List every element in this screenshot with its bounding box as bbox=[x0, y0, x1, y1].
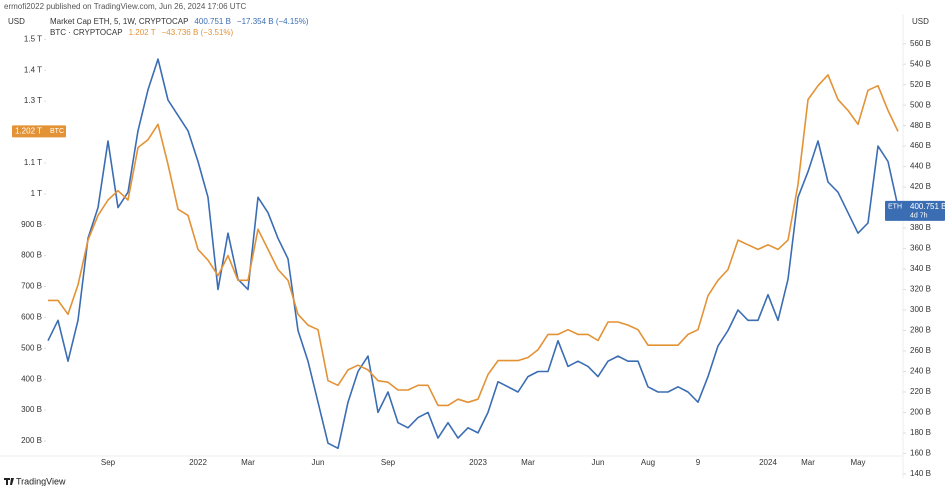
y2-tick-label: 420 B bbox=[910, 182, 931, 191]
y-tick-label: 1 T bbox=[31, 189, 43, 198]
y2-tick-label: 200 B bbox=[910, 408, 931, 417]
right-axis-label: USD bbox=[912, 17, 929, 26]
y2-tick-label: 220 B bbox=[910, 387, 931, 396]
legend-title: BTC · CRYPTOCAP bbox=[50, 28, 123, 37]
legend-change: −43.736 B (−3.51%) bbox=[162, 28, 234, 37]
y-tick-label: 400 B bbox=[21, 374, 42, 383]
series-line bbox=[48, 74, 899, 407]
legend-title: Market Cap ETH, 5, 1W, CRYPTOCAP bbox=[50, 17, 188, 26]
y-tick-label: 900 B bbox=[21, 220, 42, 229]
y2-tick-label: 380 B bbox=[910, 223, 931, 232]
y2-tick-label: 460 B bbox=[910, 141, 931, 150]
y2-tick-label: 300 B bbox=[910, 305, 931, 314]
price-tag-name: ETH bbox=[888, 204, 902, 211]
y-tick-label: 200 B bbox=[21, 436, 42, 445]
header: ermofi2022 published on TradingView.com,… bbox=[4, 2, 246, 11]
y2-tick-label: 180 B bbox=[910, 428, 931, 437]
x-tick-label: Mar bbox=[241, 458, 255, 467]
y2-tick-label: 480 B bbox=[910, 121, 931, 130]
y2-tick-label: 360 B bbox=[910, 244, 931, 253]
x-tick-label: 9 bbox=[696, 458, 701, 467]
y2-tick-label: 240 B bbox=[910, 367, 931, 376]
left-axis-label: USD bbox=[8, 17, 25, 26]
y-tick-label: 800 B bbox=[21, 251, 42, 260]
price-tag-value: 400.751 B bbox=[910, 202, 946, 211]
y-tick-label: 700 B bbox=[21, 282, 42, 291]
y2-tick-label: 560 B bbox=[910, 39, 931, 48]
y-tick-label: 600 B bbox=[21, 312, 42, 321]
x-tick-label: 2024 bbox=[759, 458, 777, 467]
y2-tick-label: 440 B bbox=[910, 162, 931, 171]
y2-tick-label: 140 B bbox=[910, 469, 931, 478]
x-tick-label: Aug bbox=[641, 458, 655, 467]
x-tick-label: May bbox=[850, 458, 865, 467]
x-tick-label: Jun bbox=[592, 458, 605, 467]
x-tick-label: Mar bbox=[801, 458, 815, 467]
y-tick-label: 1.1 T bbox=[24, 158, 42, 167]
y-tick-label: 1.4 T bbox=[24, 65, 42, 74]
x-tick-label: 2023 bbox=[469, 458, 487, 467]
price-tag-name: BTC bbox=[50, 128, 64, 135]
x-tick-label: 2022 bbox=[189, 458, 207, 467]
price-tag-value: 1.202 T bbox=[15, 126, 42, 135]
price-tag-countdown: 4d 7h bbox=[910, 213, 928, 220]
y-tick-label: 500 B bbox=[21, 343, 42, 352]
footer: TradingView bbox=[16, 476, 66, 486]
y-tick-label: 300 B bbox=[21, 405, 42, 414]
y2-tick-label: 500 B bbox=[910, 100, 931, 109]
y-tick-label: 1.5 T bbox=[24, 34, 42, 43]
x-tick-label: Mar bbox=[521, 458, 535, 467]
legend-last: 1.202 T bbox=[129, 28, 156, 37]
x-tick-label: Sep bbox=[381, 458, 396, 467]
y2-tick-label: 540 B bbox=[910, 59, 931, 68]
price-tag bbox=[885, 200, 945, 221]
price-tag bbox=[12, 125, 66, 138]
y2-tick-label: 260 B bbox=[910, 346, 931, 355]
legend-change: −17.354 B (−4.15%) bbox=[237, 17, 309, 26]
series-line bbox=[47, 58, 899, 450]
y-tick-label: 1.3 T bbox=[24, 96, 42, 105]
y2-tick-label: 160 B bbox=[910, 449, 931, 458]
y2-tick-label: 340 B bbox=[910, 264, 931, 273]
legend-last: 400.751 B bbox=[194, 17, 230, 26]
y2-tick-label: 280 B bbox=[910, 326, 931, 335]
x-tick-label: Jun bbox=[312, 458, 325, 467]
y2-tick-label: 320 B bbox=[910, 285, 931, 294]
x-tick-label: Sep bbox=[101, 458, 116, 467]
footer-logo bbox=[4, 478, 14, 485]
y2-tick-label: 520 B bbox=[910, 80, 931, 89]
